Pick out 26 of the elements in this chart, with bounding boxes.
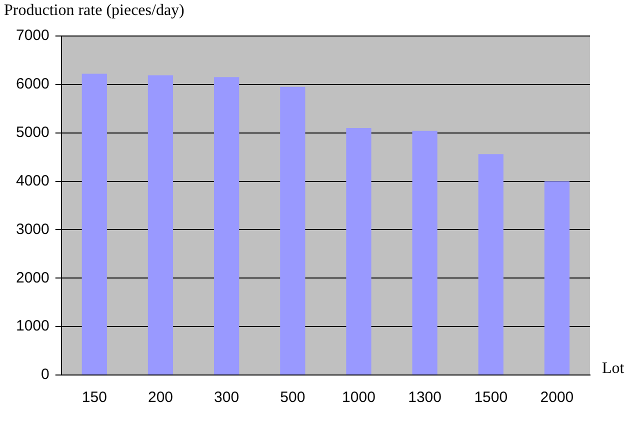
y-tick-label: 0 [41,366,50,384]
x-tick-label: 300 [214,389,240,406]
bar [280,86,306,374]
y-tick-label: 5000 [16,124,50,141]
x-tick-label: 500 [280,389,306,406]
bar [412,130,438,374]
x-tick-label: 1500 [474,389,508,406]
x-tick-label: 200 [148,389,174,406]
y-tick-label: 1000 [16,318,50,335]
bar [82,74,107,374]
x-tick-label: 1000 [342,389,376,406]
bar [544,181,570,374]
bar [478,154,504,374]
y-axis-title: Production rate (pieces/day) [4,2,184,20]
bar [148,75,174,374]
x-axis-title: Lot [602,360,624,378]
bar [346,128,372,374]
y-tick-label: 6000 [16,76,50,93]
y-tick-label: 3000 [16,220,50,238]
y-tick-label: 2000 [16,269,50,286]
x-tick-label: 150 [82,389,107,406]
x-tick-label: 2000 [540,389,574,406]
y-tick-label: 4000 [16,172,50,190]
bar [214,77,240,374]
x-tick-label: 1300 [408,389,442,406]
y-tick-label: 7000 [16,27,50,44]
